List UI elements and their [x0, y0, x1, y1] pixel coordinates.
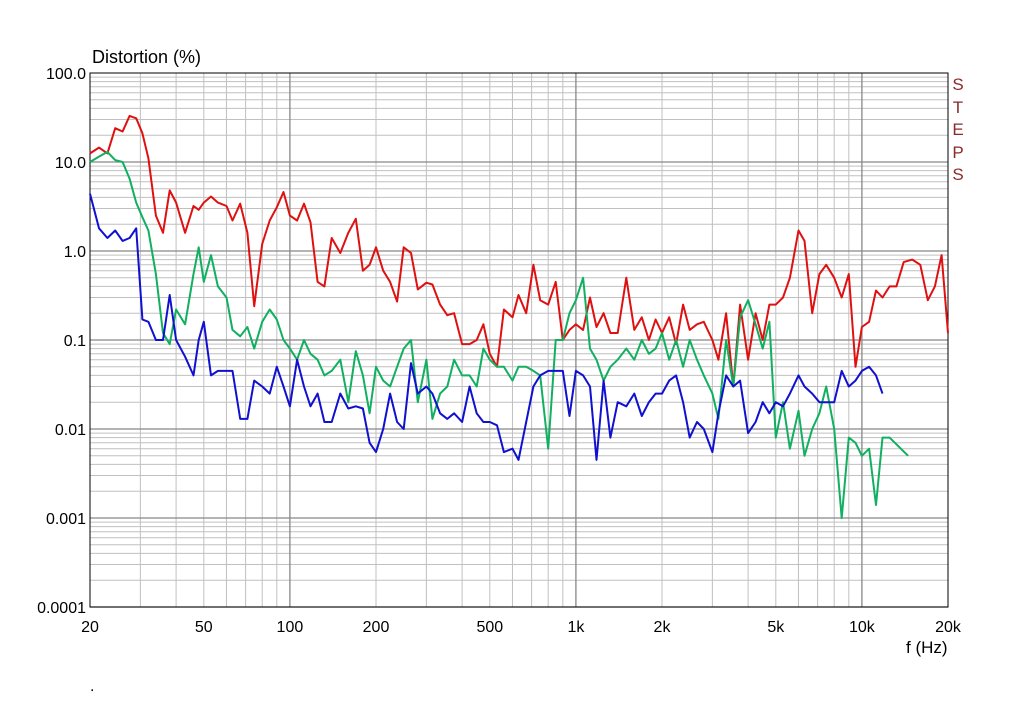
y-tick-labels: 100.0 10.0 1.0 0.1 0.01 0.001 0.0001 — [37, 66, 86, 617]
x-tick-label: 10k — [849, 619, 876, 636]
y-tick-label: 10.0 — [55, 155, 86, 172]
plot-frame — [89, 72, 949, 608]
x-tick-label: 1k — [567, 619, 585, 636]
x-tick-label: 200 — [363, 619, 390, 636]
series-line-1 — [89, 114, 949, 388]
series-line-3 — [89, 193, 884, 461]
x-tick-labels: 20 50 100 200 500 1k 2k 5k 10k 20k — [81, 619, 962, 636]
y-tick-label: 0.1 — [64, 333, 86, 350]
x-tick-label: 100 — [277, 619, 304, 636]
y-tick-label: 0.01 — [55, 422, 86, 439]
watermark-letter: E — [952, 120, 964, 139]
watermark-letter: P — [952, 142, 964, 162]
x-axis-title: f (Hz) — [906, 638, 948, 657]
y-axis-title: Distortion (%) — [92, 47, 202, 67]
y-tick-label: 100.0 — [46, 66, 86, 83]
y-tick-label: 0.001 — [46, 511, 86, 528]
footnote-dot: . — [90, 678, 95, 695]
x-tick-label: 20 — [81, 619, 99, 636]
series-line-2 — [89, 150, 909, 519]
x-tick-label: 20k — [935, 619, 962, 636]
watermark-letter: S — [952, 75, 964, 94]
watermark-letter: S — [952, 165, 964, 184]
series-layer — [89, 114, 949, 519]
watermark-letter: T — [952, 97, 964, 117]
x-tick-label: 500 — [476, 619, 503, 636]
x-tick-label: 5k — [767, 619, 785, 636]
x-tick-label: 50 — [195, 619, 213, 636]
y-tick-label: 1.0 — [64, 244, 86, 261]
y-tick-label: 0.0001 — [37, 600, 86, 617]
x-tick-label: 2k — [654, 619, 672, 636]
